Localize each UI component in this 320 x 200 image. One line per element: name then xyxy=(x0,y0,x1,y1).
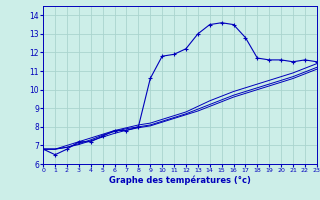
X-axis label: Graphe des températures (°c): Graphe des températures (°c) xyxy=(109,176,251,185)
